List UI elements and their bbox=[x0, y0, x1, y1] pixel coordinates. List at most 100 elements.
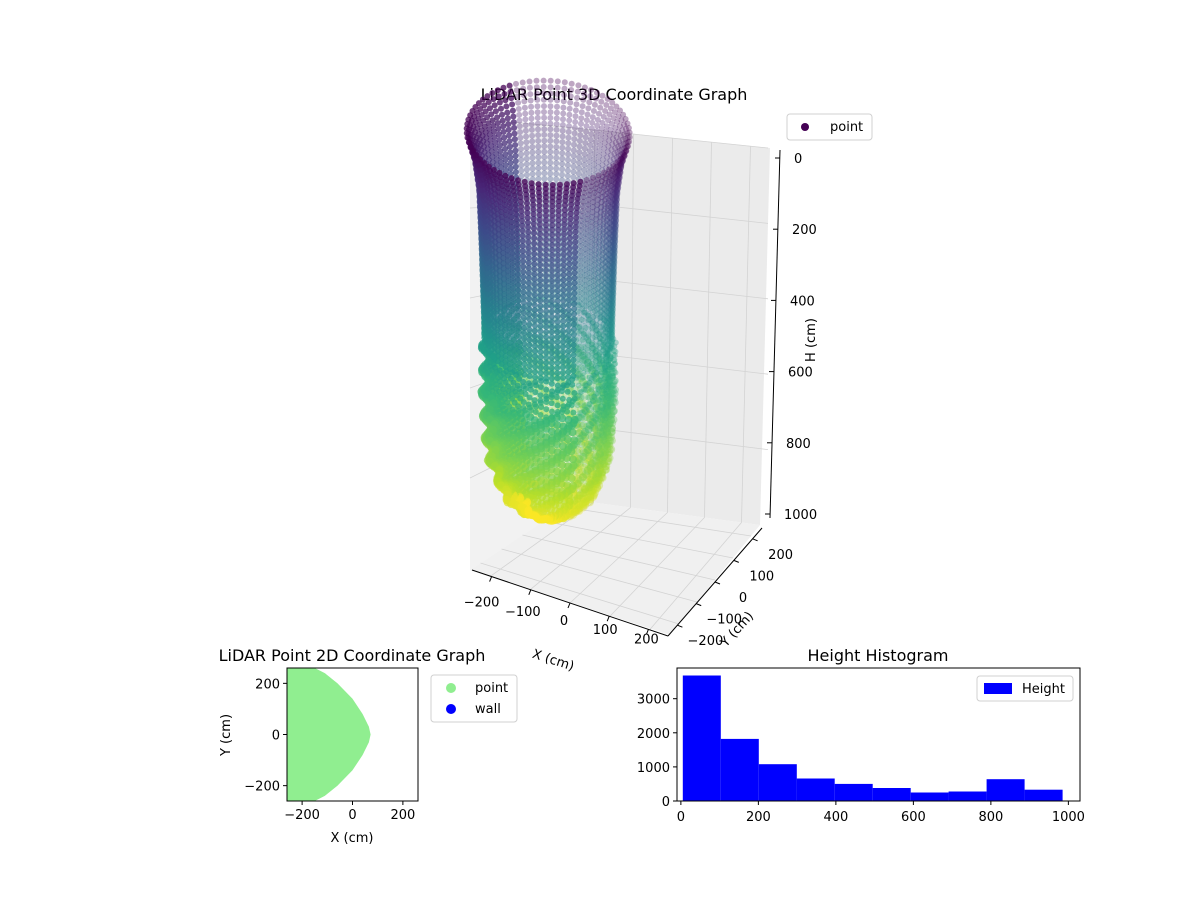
point-3d bbox=[585, 485, 594, 494]
point-3d bbox=[584, 456, 593, 465]
point-3d bbox=[590, 108, 597, 114]
point-3d bbox=[605, 334, 612, 341]
point-3d bbox=[532, 348, 539, 355]
point-3d bbox=[605, 189, 612, 196]
point-3d bbox=[567, 93, 574, 100]
point-3d bbox=[586, 462, 595, 471]
point-3d bbox=[570, 409, 577, 416]
point-3d bbox=[512, 142, 519, 148]
point-3d bbox=[594, 116, 601, 123]
point-3d bbox=[553, 126, 560, 133]
point-3d bbox=[624, 120, 631, 127]
point-3d bbox=[520, 268, 527, 275]
point-3d bbox=[599, 162, 606, 168]
point-3d bbox=[561, 92, 568, 98]
point-3d bbox=[521, 340, 528, 347]
point-3d bbox=[511, 136, 518, 143]
point-3d bbox=[593, 398, 601, 407]
point-3d bbox=[591, 308, 598, 315]
point-3d bbox=[593, 233, 600, 240]
point-3d bbox=[608, 394, 617, 403]
point-3d bbox=[586, 475, 595, 484]
point-3d bbox=[592, 255, 599, 261]
point-3d bbox=[565, 145, 572, 152]
point-3d bbox=[610, 272, 617, 279]
point-3d bbox=[523, 155, 530, 162]
point-3d bbox=[543, 359, 550, 366]
point-3d bbox=[611, 195, 618, 202]
point-3d bbox=[606, 391, 615, 400]
point-3d bbox=[607, 371, 616, 380]
point-3d bbox=[574, 496, 583, 505]
point-3d bbox=[576, 278, 583, 285]
point-3d bbox=[559, 150, 566, 157]
point-3d bbox=[512, 169, 519, 176]
point-3d bbox=[517, 140, 524, 147]
point-3d bbox=[565, 368, 572, 375]
point-3d bbox=[570, 152, 577, 159]
point-3d bbox=[553, 176, 560, 183]
point-3d bbox=[554, 91, 561, 97]
point-3d bbox=[596, 458, 605, 467]
point-3d bbox=[603, 338, 610, 345]
point-3d bbox=[594, 327, 601, 334]
point-3d bbox=[590, 193, 597, 200]
point-3d bbox=[594, 445, 603, 454]
point-3d bbox=[592, 334, 599, 341]
point-3d bbox=[594, 207, 600, 213]
point-3d bbox=[608, 325, 615, 332]
point-3d bbox=[608, 330, 615, 337]
point-3d bbox=[576, 304, 583, 311]
point-3d bbox=[609, 318, 616, 325]
point-3d bbox=[610, 376, 619, 385]
point-3d bbox=[589, 325, 596, 332]
point-3d bbox=[606, 219, 613, 226]
point-3d bbox=[613, 169, 620, 175]
point-3d bbox=[582, 251, 589, 258]
point-3d bbox=[576, 330, 582, 337]
point-3d bbox=[610, 232, 617, 239]
point-3d bbox=[591, 156, 598, 163]
point-3d bbox=[612, 199, 619, 206]
point-3d bbox=[597, 220, 604, 227]
point-3d bbox=[579, 455, 588, 464]
point-3d bbox=[611, 200, 618, 207]
point-3d bbox=[519, 227, 526, 234]
point-3d bbox=[575, 170, 582, 177]
point-3d bbox=[616, 147, 623, 154]
point-3d bbox=[582, 134, 589, 141]
point-3d bbox=[592, 265, 599, 272]
point-3d bbox=[589, 204, 596, 211]
point-3d bbox=[602, 264, 609, 271]
point-3d bbox=[592, 139, 599, 146]
point-3d bbox=[609, 212, 616, 219]
point-3d bbox=[602, 186, 609, 193]
point-3d bbox=[602, 191, 608, 198]
point-3d bbox=[624, 130, 631, 137]
point-3d bbox=[607, 389, 616, 398]
point-3d bbox=[520, 258, 527, 265]
point-3d bbox=[548, 370, 555, 377]
point-3d bbox=[594, 89, 600, 96]
point-3d bbox=[571, 321, 577, 328]
point-3d bbox=[525, 234, 532, 241]
point-3d bbox=[531, 286, 538, 293]
point-3d bbox=[607, 255, 614, 262]
point-3d bbox=[596, 356, 605, 364]
point-3d bbox=[610, 115, 617, 122]
point-3d bbox=[612, 339, 619, 346]
point-3d bbox=[608, 239, 615, 246]
point-3d bbox=[578, 120, 584, 127]
point-3d bbox=[605, 267, 612, 274]
point-3d bbox=[603, 355, 610, 362]
point-3d bbox=[522, 122, 529, 129]
point-3d bbox=[594, 452, 603, 461]
point-3d bbox=[607, 364, 616, 373]
point-3d bbox=[596, 446, 605, 455]
point-3d bbox=[584, 465, 593, 473]
grid-line bbox=[574, 127, 769, 149]
point-3d bbox=[605, 364, 612, 371]
point-3d bbox=[621, 145, 628, 152]
point-3d bbox=[595, 381, 604, 390]
point-3d bbox=[603, 128, 609, 135]
